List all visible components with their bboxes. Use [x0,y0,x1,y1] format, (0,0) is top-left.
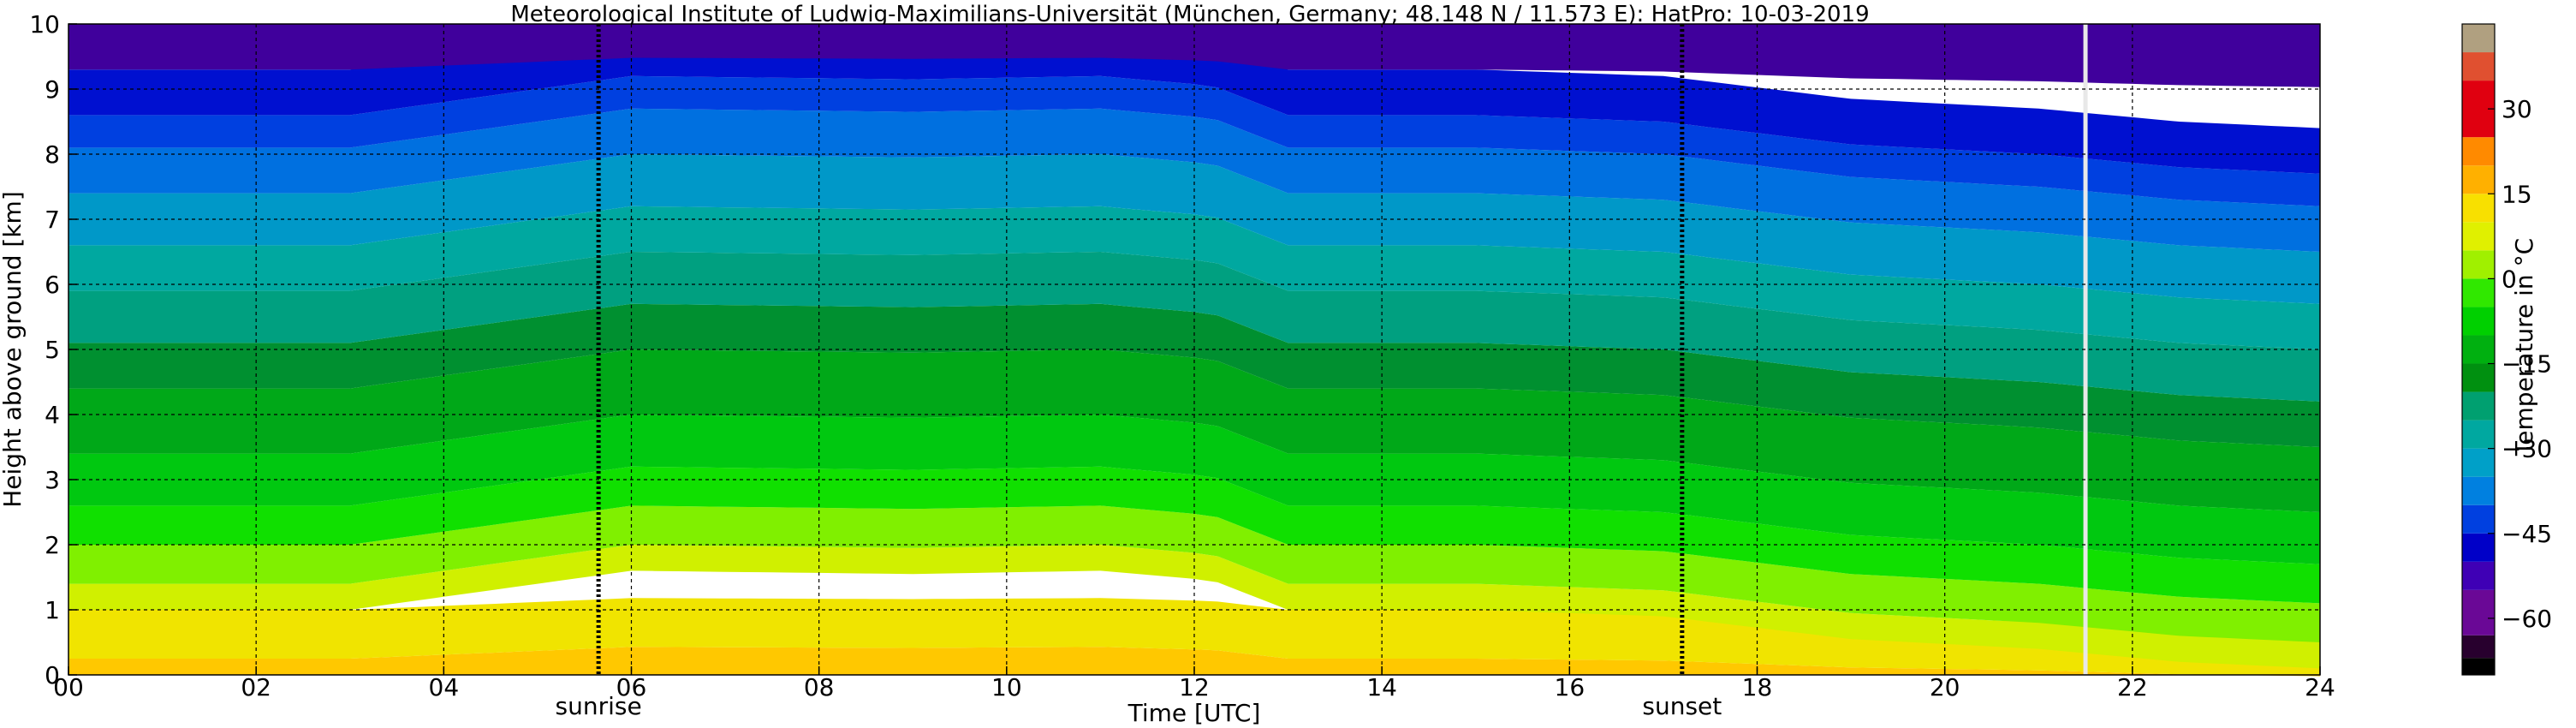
heatmap-band [68,545,2320,669]
y-tick-label: 4 [45,401,60,429]
y-tick-label: 10 [29,10,60,39]
colorbar-label: Temperature in °C [2510,238,2538,456]
colorbar-bin [2462,137,2495,166]
y-tick-label: 0 [45,661,60,689]
colorbar-tick-label: 15 [2502,180,2532,208]
colorbar-bin [2462,533,2495,562]
x-axis-ticks: sunrise sunset 00 02 04 06 08 10 12 14 16 18 20 22 24 [53,666,2335,720]
colorbar-bin [2462,561,2495,590]
x-tick-label: 08 [804,673,835,701]
colorbar-tick-label: −60 [2502,605,2552,633]
colorbar-bin [2462,278,2495,307]
y-tick-label: 5 [45,336,60,364]
colorbar: 30 15 0 −15 −30 −45 −60 [2461,23,2552,676]
y-tick-label: 7 [45,206,60,234]
colorbar-tick-label: 0 [2502,265,2517,293]
x-tick-label: 14 [1366,673,1397,701]
colorbar-tick-label: −45 [2502,520,2552,548]
colorbar-tick-label: 30 [2502,95,2532,123]
x-tick-label: 00 [53,673,84,701]
colorbar-bin [2462,335,2495,364]
colorbar-bin [2462,635,2495,659]
x-tick-label: 02 [241,673,271,701]
event-lines [596,24,1685,675]
x-tick-label: 24 [2305,673,2335,701]
colorbar-bin [2462,658,2495,675]
plot-area [68,23,2321,677]
colorbar-bin [2462,24,2495,53]
colorbar-bin [2462,194,2495,223]
colorbar-bin [2462,391,2495,421]
x-tick-label: 18 [1742,673,1773,701]
colorbar-bin [2462,307,2495,336]
y-axis-ticks: 0 1 2 3 4 5 6 7 8 9 10 [29,10,77,689]
y-tick-label: 2 [45,531,60,559]
heatmap-band [68,108,2320,252]
heatmap-band [68,466,2320,604]
y-tick-label: 9 [45,75,60,104]
colorbar-bin [2462,165,2495,194]
x-tick-label: 16 [1555,673,1585,701]
colorbar-bin [2462,420,2495,449]
colorbar-bin [2462,448,2495,477]
colorbar-bin [2462,250,2495,279]
y-tick-label: 3 [45,466,60,494]
heatmap-band [68,206,2320,349]
y-tick-label: 6 [45,271,60,299]
colorbar-bin [2462,222,2495,251]
x-tick-label: 12 [1179,673,1210,701]
heatmap-band [68,252,2320,402]
x-tick-label: 20 [1930,673,1960,701]
colorbar-tick-label: −30 [2502,435,2552,463]
colorbar-bin [2462,52,2495,81]
x-tick-label: 10 [991,673,1022,701]
colorbar-bin [2462,363,2495,392]
y-tick-label: 1 [45,596,60,624]
colorbar-bin [2462,504,2495,534]
y-tick-label: 8 [45,140,60,169]
colorbar-bin [2462,589,2495,636]
colorbar-frame [2461,23,2496,676]
colorbar-bin [2462,476,2495,505]
colorbar-tick-label: −15 [2502,350,2552,379]
x-tick-label: 06 [616,673,647,701]
y-axis-label: Height above ground [km] [0,191,27,508]
chart-title: Meteorological Institute of Ludwig-Maxim… [510,2,1869,27]
sunrise-label: sunrise [556,692,642,720]
sunset-label: sunset [1642,692,1722,720]
x-axis-label: Time [UTC] [1127,699,1261,727]
x-tick-label: 04 [429,673,460,701]
grid-lines [68,24,2320,675]
x-tick-label: 22 [2117,673,2148,701]
